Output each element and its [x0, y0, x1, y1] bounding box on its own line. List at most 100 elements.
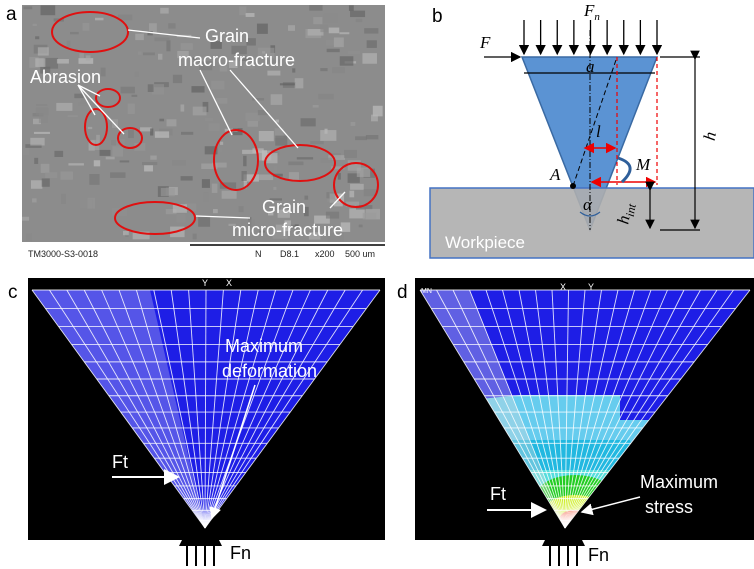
- texture-grain: [309, 5, 322, 11]
- texture-grain: [344, 150, 357, 158]
- texture-grain: [70, 32, 79, 34]
- annotation: Maximum: [640, 472, 718, 492]
- texture-grain: [161, 188, 175, 196]
- texture-grain: [120, 160, 130, 162]
- texture-grain: [181, 132, 193, 135]
- panel-d: d MN X Y Maximum stress Ft Fn: [397, 278, 754, 566]
- panel-b: b Workpiece Fn F a l M A α hint h: [430, 1, 754, 258]
- texture-grain: [101, 68, 106, 77]
- texture-grain: [288, 162, 303, 166]
- texture-grain: [83, 23, 90, 31]
- texture-grain: [332, 67, 345, 73]
- texture-grain: [318, 94, 334, 99]
- texture-grain: [329, 28, 340, 34]
- panel-label: c: [8, 282, 18, 303]
- texture-grain: [310, 141, 324, 144]
- texture-grain: [88, 127, 92, 129]
- texture-grain: [128, 130, 134, 139]
- angle-label: α: [583, 195, 593, 214]
- texture-grain: [257, 24, 268, 34]
- force-label: F: [479, 33, 491, 52]
- moment-label: M: [635, 155, 651, 174]
- texture-grain: [245, 113, 259, 122]
- texture-grain: [259, 131, 274, 141]
- texture-grain: [275, 136, 287, 146]
- texture-grain: [193, 234, 197, 240]
- texture-grain: [362, 53, 377, 64]
- texture-grain: [36, 104, 47, 106]
- texture-grain: [219, 148, 223, 153]
- texture-grain: [35, 58, 45, 67]
- texture-grain: [112, 208, 127, 216]
- texture-grain: [355, 136, 367, 140]
- texture-grain: [239, 6, 246, 15]
- texture-grain: [158, 54, 162, 60]
- texture-grain: [32, 198, 37, 202]
- info-text: D8.1: [280, 249, 299, 259]
- texture-grain: [79, 53, 84, 58]
- texture-grain: [273, 166, 277, 174]
- texture-grain: [106, 157, 115, 160]
- texture-grain: [351, 122, 356, 126]
- info-bar: TM3000-S3-0018 N D8.1 x200 500 um: [28, 249, 375, 259]
- texture-grain: [367, 40, 377, 48]
- texture-grain: [313, 105, 319, 108]
- annotation: Maximum: [225, 336, 303, 356]
- info-text: x200: [315, 249, 335, 259]
- texture-grain: [142, 162, 157, 165]
- annotation: deformation: [222, 361, 317, 381]
- annotation: Grain: [205, 26, 249, 46]
- texture-grain: [349, 5, 354, 11]
- annotation: micro-fracture: [232, 220, 343, 240]
- texture-grain: [135, 34, 144, 40]
- texture-grain: [168, 23, 175, 28]
- texture-grain: [110, 172, 125, 178]
- texture-grain: [41, 5, 56, 15]
- workpiece-label: Workpiece: [445, 233, 525, 252]
- texture-grain: [338, 173, 341, 180]
- texture-grain: [89, 174, 99, 185]
- texture-grain: [160, 8, 169, 14]
- texture-grain: [166, 40, 170, 51]
- texture-grain: [159, 119, 164, 122]
- texture-grain: [289, 172, 299, 180]
- texture-grain: [60, 172, 73, 180]
- texture-grain: [334, 37, 344, 47]
- panel-a: a Abrasion Grain macro-fracture Grain mi…: [6, 4, 385, 259]
- texture-grain: [242, 171, 247, 181]
- panel-label: b: [432, 6, 443, 27]
- texture-grain: [100, 150, 111, 156]
- texture-grain: [327, 49, 340, 52]
- texture-grain: [339, 32, 349, 34]
- texture-grain: [94, 160, 100, 166]
- texture-grain: [143, 52, 155, 55]
- info-text: TM3000-S3-0018: [28, 249, 98, 259]
- texture-grain: [288, 25, 295, 31]
- texture-grain: [220, 142, 223, 145]
- texture-grain: [349, 191, 354, 198]
- force-label: Fn: [583, 1, 600, 23]
- texture-grain: [22, 217, 29, 221]
- texture-grain: [313, 17, 322, 24]
- texture-grain: [202, 179, 210, 188]
- dimension-label: l: [596, 122, 601, 141]
- texture-grain: [350, 184, 364, 190]
- annotation: Abrasion: [30, 67, 101, 87]
- texture-grain: [39, 112, 48, 123]
- texture-grain: [35, 36, 39, 39]
- texture-grain: [150, 156, 156, 160]
- texture-grain: [371, 115, 378, 122]
- annotation: Grain: [262, 197, 306, 217]
- texture-grain: [23, 6, 32, 9]
- texture-grain: [181, 104, 185, 111]
- texture-grain: [193, 107, 207, 116]
- force-label: Fn: [230, 543, 251, 563]
- texture-grain: [23, 147, 29, 156]
- texture-grain: [326, 212, 339, 219]
- texture-grain: [74, 94, 83, 98]
- texture-grain: [364, 28, 378, 33]
- texture-grain: [87, 198, 95, 209]
- texture-grain: [320, 25, 327, 33]
- texture-grain: [132, 95, 138, 97]
- symbol: F: [583, 1, 595, 20]
